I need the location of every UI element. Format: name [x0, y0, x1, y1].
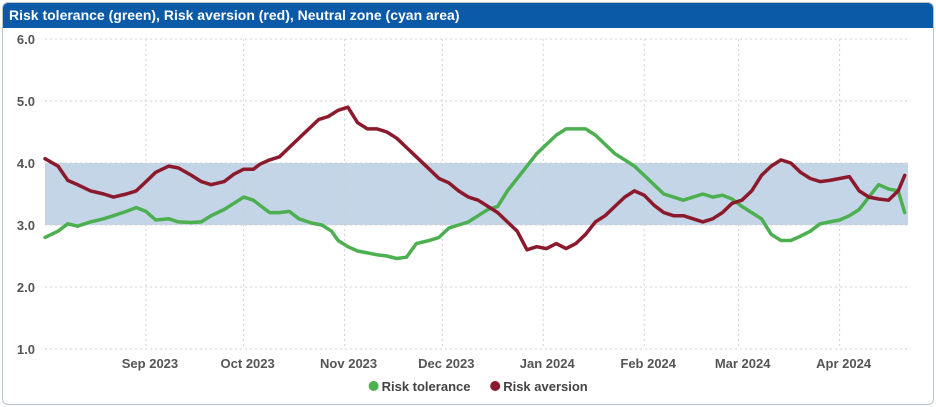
line-chart: 1.0 2.0 3.0 4.0 5.0 6.0 Sep 2023 Oct 2023 Nov 20… — [17, 32, 908, 394]
x-tick-label: Mar 2024 — [715, 356, 771, 371]
x-tick-label: Feb 2024 — [620, 356, 676, 371]
y-tick-label: 5.0 — [17, 94, 35, 109]
y-tick-label: 4.0 — [17, 156, 35, 171]
x-tick-label: Apr 2024 — [816, 356, 872, 371]
legend-label-risk-aversion: Risk aversion — [503, 379, 588, 394]
y-tick-label: 2.0 — [17, 280, 35, 295]
y-tick-label: 1.0 — [17, 342, 35, 357]
legend-marker-risk-aversion — [490, 381, 501, 391]
x-tick-label: Nov 2023 — [320, 356, 377, 371]
chart-title: Risk tolerance (green), Risk aversion (r… — [3, 3, 933, 28]
x-tick-label: Jan 2024 — [520, 356, 576, 371]
x-tick-label: Dec 2023 — [418, 356, 474, 371]
y-tick-label: 6.0 — [17, 32, 35, 47]
legend-label-risk-tolerance: Risk tolerance — [382, 379, 471, 394]
risk-tolerance-line — [43, 127, 907, 261]
y-tick-label: 3.0 — [17, 218, 35, 233]
x-tick-label: Oct 2023 — [221, 356, 275, 371]
x-tick-label: Sep 2023 — [122, 356, 178, 371]
risk-aversion-line — [43, 105, 907, 252]
legend-marker-risk-tolerance — [368, 381, 379, 391]
